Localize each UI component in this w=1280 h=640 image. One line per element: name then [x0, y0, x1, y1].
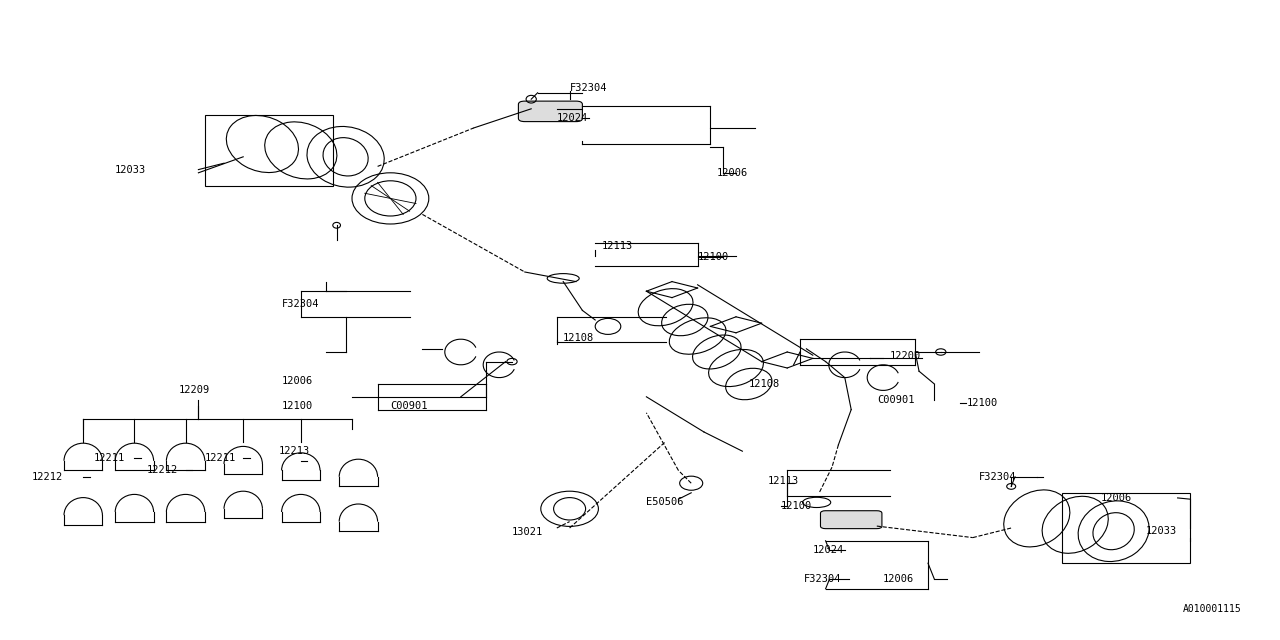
Text: 12033: 12033: [115, 164, 146, 175]
Bar: [205, 115, 333, 186]
Text: 12006: 12006: [282, 376, 312, 386]
Text: 12033: 12033: [1146, 526, 1176, 536]
Text: 12212: 12212: [147, 465, 178, 476]
Text: 12108: 12108: [749, 379, 780, 389]
Bar: [1062, 493, 1190, 563]
Text: 12113: 12113: [602, 241, 632, 252]
Text: C00901: C00901: [390, 401, 428, 412]
Text: 12113: 12113: [768, 476, 799, 486]
Text: 12100: 12100: [282, 401, 312, 412]
Text: C00901: C00901: [877, 395, 914, 405]
Text: F32304: F32304: [570, 83, 607, 93]
FancyBboxPatch shape: [518, 101, 582, 122]
FancyBboxPatch shape: [820, 511, 882, 529]
Text: F32304: F32304: [282, 299, 319, 309]
Text: 12211: 12211: [205, 452, 236, 463]
Text: 12100: 12100: [781, 500, 812, 511]
Text: 12006: 12006: [883, 574, 914, 584]
Text: 12209: 12209: [179, 385, 210, 396]
Text: 12100: 12100: [698, 252, 728, 262]
Text: 12006: 12006: [1101, 493, 1132, 503]
Text: 12024: 12024: [557, 113, 588, 124]
Text: F32304: F32304: [804, 574, 841, 584]
Text: 13021: 13021: [512, 527, 543, 538]
Text: 12211: 12211: [93, 452, 124, 463]
Text: A010001115: A010001115: [1183, 604, 1242, 614]
Text: 12006: 12006: [717, 168, 748, 178]
Text: 12108: 12108: [563, 333, 594, 343]
Text: 12200: 12200: [890, 351, 920, 361]
Text: E50506: E50506: [646, 497, 684, 508]
Text: 12024: 12024: [813, 545, 844, 556]
Text: 12100: 12100: [966, 398, 997, 408]
Text: 12213: 12213: [279, 446, 310, 456]
Text: F32304: F32304: [979, 472, 1016, 482]
Text: 12212: 12212: [32, 472, 63, 482]
